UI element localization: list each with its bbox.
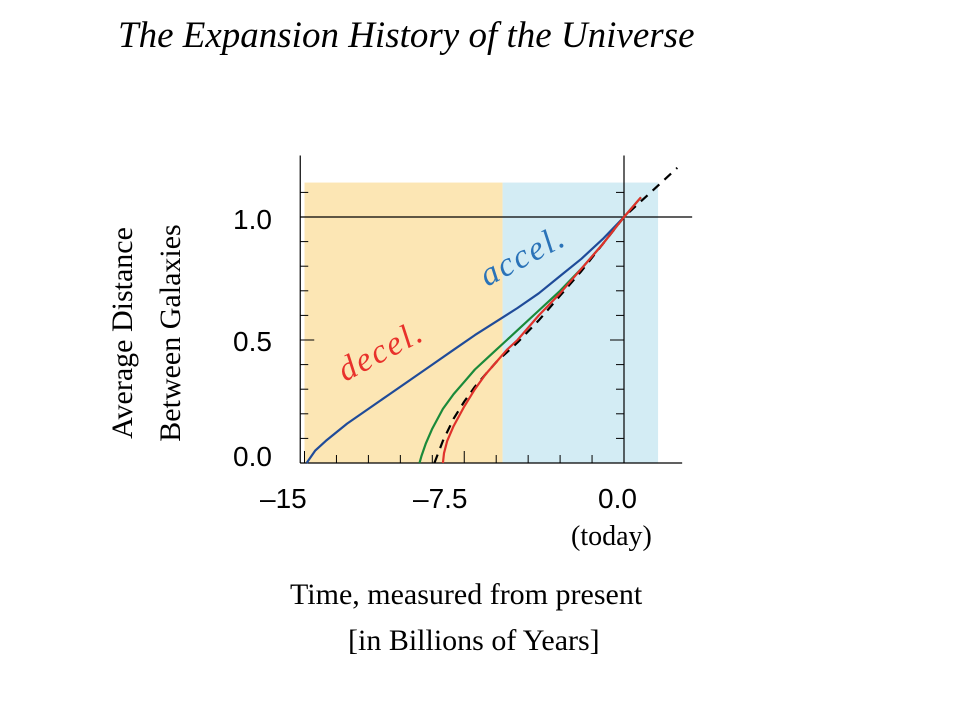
x-axis-label-line2: [in Billions of Years] xyxy=(348,624,600,657)
x-tick-label: 0.0 xyxy=(598,483,637,514)
series-line-3 xyxy=(441,196,642,464)
x-axis-label-line1: Time, measured from present xyxy=(290,578,643,611)
series-layer xyxy=(305,166,679,464)
decel-region xyxy=(304,182,503,463)
y-tick-label: 0.0 xyxy=(233,441,272,472)
accel-region xyxy=(502,182,659,463)
chart-title: The Expansion History of the Universe xyxy=(118,15,695,56)
y-axis-label-line1: Average Distance xyxy=(106,227,139,439)
x-tick-label: –7.5 xyxy=(413,483,468,514)
axes-layer xyxy=(299,155,693,464)
y-axis-label-line2: Between Galaxies xyxy=(154,224,187,441)
series-line-0 xyxy=(305,216,625,464)
today-label: (today) xyxy=(571,521,652,552)
x-tick-label: –15 xyxy=(260,483,307,514)
regions-layer xyxy=(304,182,659,463)
y-tick-label: 0.5 xyxy=(233,326,272,357)
y-tick-label: 1.0 xyxy=(233,204,272,235)
